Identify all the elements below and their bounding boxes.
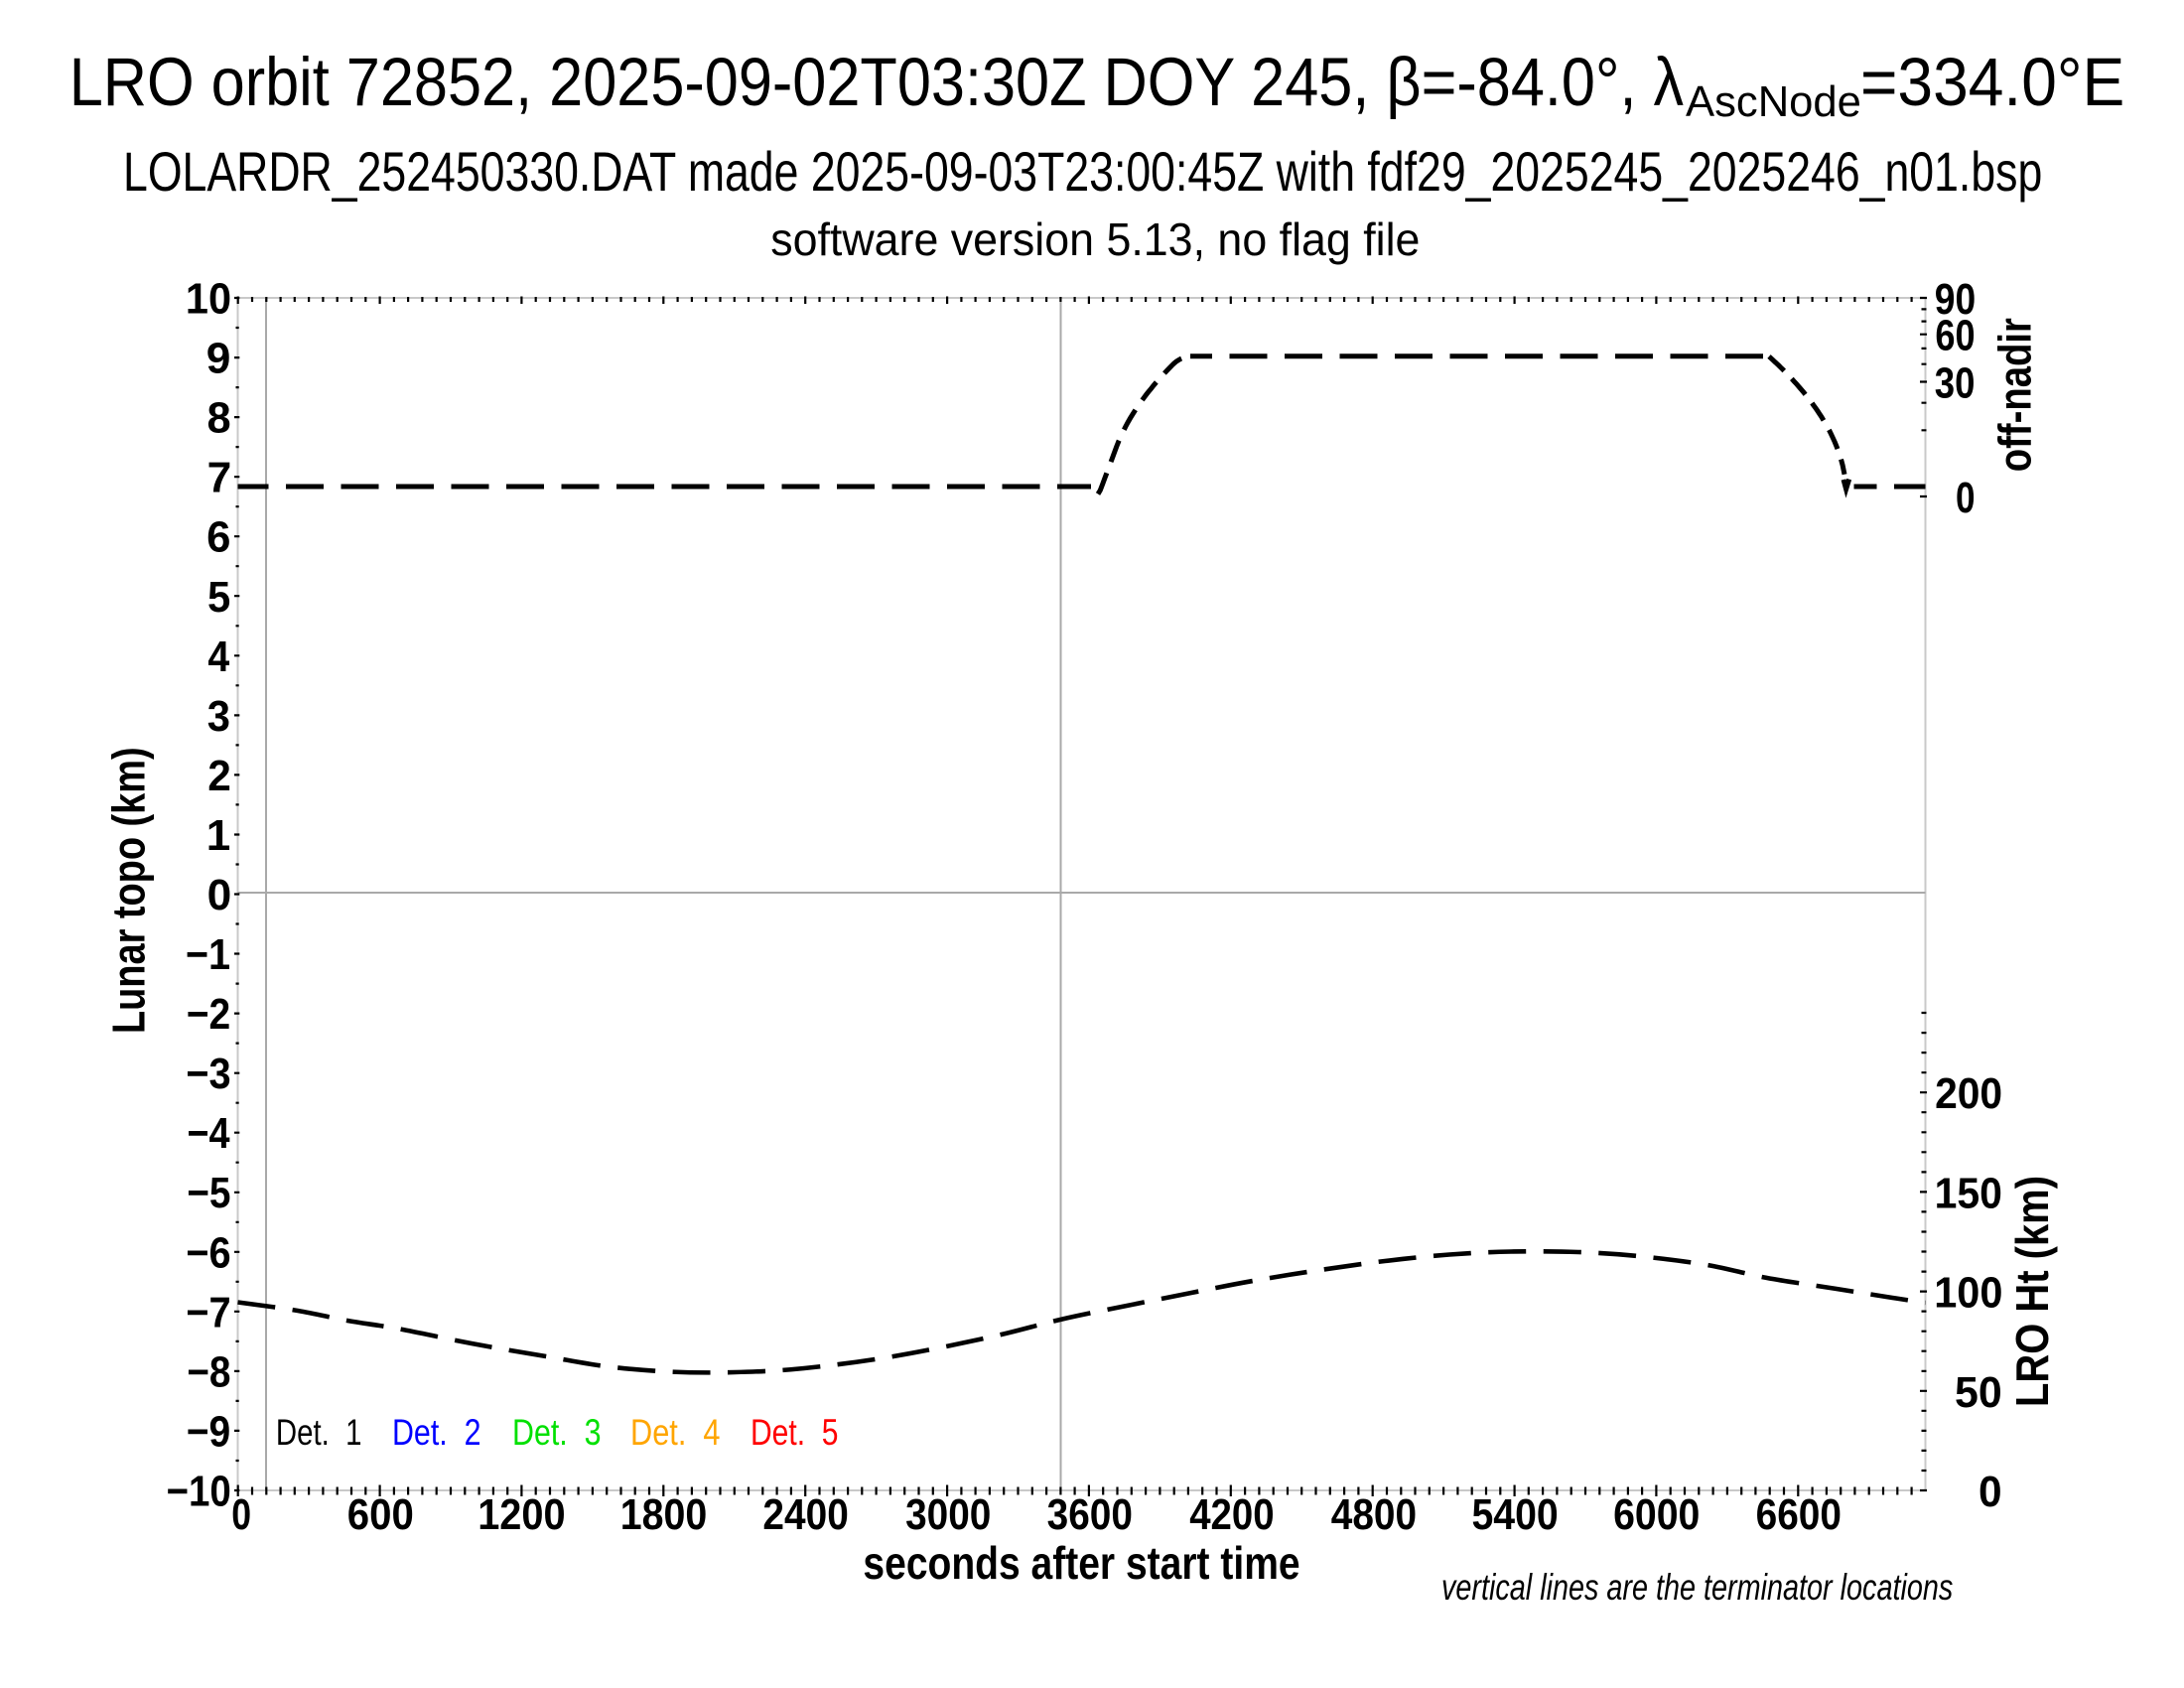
- svg-text:0: 0: [231, 1491, 251, 1539]
- svg-text:2: 2: [207, 752, 231, 800]
- svg-text:50: 50: [1955, 1368, 2002, 1417]
- svg-text:Det. 5: Det. 5: [751, 1413, 838, 1454]
- svg-text:−4: −4: [187, 1109, 229, 1158]
- svg-text:−10: −10: [167, 1467, 231, 1515]
- svg-text:=334.0°E: =334.0°E: [1860, 45, 2124, 121]
- svg-text:4: 4: [207, 632, 229, 681]
- svg-text:0: 0: [1956, 474, 1976, 522]
- svg-text:200: 200: [1935, 1069, 2002, 1118]
- svg-text:off-nadir: off-nadir: [1989, 318, 2040, 472]
- svg-text:3: 3: [207, 692, 230, 741]
- svg-text:6600: 6600: [1756, 1489, 1842, 1539]
- svg-text:5400: 5400: [1471, 1489, 1558, 1539]
- svg-text:Det. 4: Det. 4: [630, 1412, 721, 1453]
- svg-text:Det. 3: Det. 3: [512, 1412, 602, 1454]
- svg-text:AscNode: AscNode: [1686, 77, 1861, 126]
- svg-text:seconds after start time: seconds after start time: [863, 1538, 1299, 1590]
- svg-text:5: 5: [207, 573, 230, 622]
- svg-text:−9: −9: [187, 1406, 230, 1456]
- svg-text:150: 150: [1935, 1170, 2002, 1218]
- svg-text:6000: 6000: [1613, 1489, 1700, 1539]
- svg-text:Lunar topo (km): Lunar topo (km): [103, 747, 154, 1034]
- svg-text:600: 600: [347, 1489, 414, 1538]
- svg-text:LOLARDR_252450330.DAT made 202: LOLARDR_252450330.DAT made 2025-09-03T23…: [123, 140, 2042, 203]
- svg-text:8: 8: [206, 393, 230, 442]
- svg-text:Det. 2: Det. 2: [392, 1412, 480, 1454]
- svg-text:1200: 1200: [478, 1489, 565, 1538]
- svg-text:−8: −8: [187, 1346, 230, 1396]
- svg-text:6: 6: [206, 513, 230, 562]
- svg-text:Det. 1: Det. 1: [276, 1413, 362, 1454]
- svg-text:4200: 4200: [1189, 1490, 1274, 1539]
- svg-text:−2: −2: [187, 989, 230, 1039]
- svg-text:−1: −1: [186, 929, 230, 978]
- svg-text:9: 9: [206, 335, 231, 383]
- svg-text:software version 5.13, no flag: software version 5.13, no flag file: [770, 213, 1420, 265]
- svg-text:0: 0: [207, 871, 232, 919]
- svg-text:1800: 1800: [620, 1489, 708, 1539]
- svg-text:30: 30: [1935, 357, 1976, 407]
- svg-text:3000: 3000: [905, 1489, 991, 1539]
- svg-text:−6: −6: [186, 1227, 230, 1276]
- svg-text:−7: −7: [186, 1287, 230, 1336]
- svg-text:2400: 2400: [762, 1489, 848, 1539]
- svg-text:LRO Ht (km): LRO Ht (km): [2008, 1176, 2059, 1407]
- svg-text:10: 10: [186, 274, 231, 323]
- svg-text:4800: 4800: [1331, 1489, 1417, 1539]
- svg-text:60: 60: [1935, 311, 1975, 359]
- svg-text:100: 100: [1934, 1268, 2002, 1317]
- svg-text:LRO orbit 72852, 2025-09-02T03: LRO orbit 72852, 2025-09-02T03:30Z DOY 2…: [69, 44, 1685, 120]
- svg-text:−5: −5: [187, 1168, 230, 1217]
- svg-text:3600: 3600: [1047, 1489, 1133, 1539]
- svg-text:0: 0: [1979, 1468, 2002, 1516]
- svg-text:7: 7: [207, 454, 232, 502]
- svg-text:1: 1: [206, 811, 231, 860]
- svg-text:vertical lines are the termina: vertical lines are the terminator locati…: [1441, 1568, 1953, 1609]
- svg-text:−3: −3: [186, 1049, 230, 1097]
- svg-text:90: 90: [1935, 274, 1976, 324]
